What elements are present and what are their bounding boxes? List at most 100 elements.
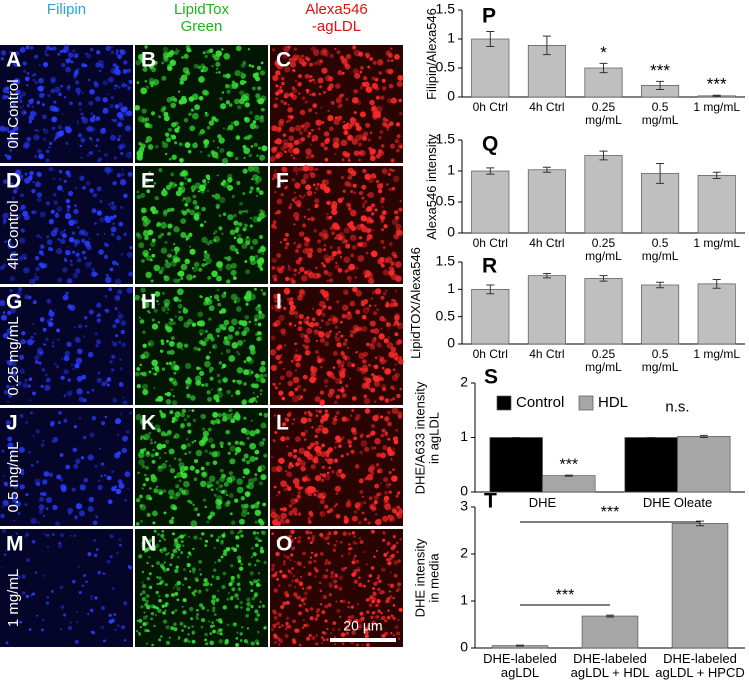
fluorescence-spot <box>32 210 37 215</box>
fluorescence-spot <box>378 355 380 357</box>
fluorescence-spot <box>395 429 398 432</box>
fluorescence-spot <box>158 576 162 580</box>
fluorescence-spot <box>219 197 225 203</box>
fluorescence-spot <box>36 172 40 176</box>
fluorescence-spot <box>273 573 277 577</box>
fluorescence-spot <box>280 605 284 609</box>
fluorescence-spot <box>207 181 209 183</box>
fluorescence-spot <box>320 338 325 343</box>
fluorescence-spot <box>276 253 281 258</box>
fluorescence-spot <box>170 342 173 345</box>
fluorescence-spot <box>346 122 349 125</box>
fluorescence-spot <box>105 295 108 298</box>
fluorescence-spot <box>284 95 288 99</box>
fluorescence-spot <box>236 631 238 633</box>
fluorescence-spot <box>349 378 351 380</box>
fluorescence-spot <box>396 229 402 235</box>
fluorescence-spot <box>221 474 226 479</box>
fluorescence-spot <box>299 131 303 135</box>
fluorescence-spot <box>143 483 146 486</box>
fluorescence-spot <box>345 384 348 387</box>
fluorescence-spot <box>388 188 392 192</box>
fluorescence-spot <box>82 251 86 255</box>
fluorescence-spot <box>375 513 377 515</box>
fluorescence-spot <box>75 187 77 189</box>
fluorescence-spot <box>392 187 395 190</box>
fluorescence-spot <box>329 278 333 282</box>
fluorescence-spot <box>173 226 179 232</box>
fluorescence-spot <box>208 437 213 442</box>
fluorescence-spot <box>370 503 376 509</box>
fluorescence-spot <box>306 328 312 334</box>
fluorescence-spot <box>388 471 391 474</box>
fluorescence-spot <box>353 572 356 575</box>
fluorescence-spot <box>120 367 123 370</box>
fluorescence-spot <box>147 513 151 517</box>
fluorescence-spot <box>320 590 323 593</box>
fluorescence-spot <box>344 567 346 569</box>
fluorescence-spot <box>347 276 352 281</box>
fluorescence-spot <box>127 487 129 489</box>
fluorescence-spot <box>314 82 316 84</box>
fluorescence-spot <box>29 171 34 176</box>
fluorescence-spot <box>336 300 339 303</box>
fluorescence-spot <box>46 534 49 537</box>
fluorescence-spot <box>319 451 321 453</box>
fluorescence-spot <box>344 227 350 233</box>
fluorescence-spot <box>281 77 285 81</box>
fluorescence-spot <box>43 62 48 67</box>
fluorescence-spot <box>371 105 376 110</box>
fluorescence-spot <box>184 344 188 348</box>
fluorescence-spot <box>162 142 168 148</box>
fluorescence-spot <box>228 592 230 594</box>
fluorescence-spot <box>86 53 88 55</box>
fluorescence-spot <box>54 87 60 93</box>
fluorescence-spot <box>74 204 77 207</box>
fluorescence-spot <box>252 239 258 245</box>
fluorescence-spot <box>149 487 151 489</box>
fluorescence-spot <box>146 594 150 598</box>
fluorescence-spot <box>161 190 168 197</box>
fluorescence-spot <box>75 239 80 244</box>
fluorescence-spot <box>201 64 205 68</box>
fluorescence-spot <box>197 348 201 352</box>
fluorescence-spot <box>142 590 146 594</box>
fluorescence-spot <box>184 54 189 59</box>
fluorescence-spot <box>31 518 37 524</box>
fluorescence-spot <box>46 46 50 50</box>
fluorescence-spot <box>355 122 358 125</box>
fluorescence-spot <box>337 70 342 75</box>
fluorescence-spot <box>375 288 381 294</box>
x-tick-label: 1 mg/mL <box>678 237 749 250</box>
fluorescence-spot <box>170 468 175 473</box>
fluorescence-spot <box>113 215 116 218</box>
fluorescence-spot <box>371 373 374 376</box>
fluorescence-spot <box>309 79 312 82</box>
fluorescence-spot <box>38 362 41 365</box>
fluorescence-spot <box>274 588 278 592</box>
fluorescence-spot <box>310 217 315 222</box>
fluorescence-spot <box>219 490 221 492</box>
fluorescence-spot <box>85 325 87 327</box>
fluorescence-spot <box>318 312 321 315</box>
fluorescence-spot <box>359 490 363 494</box>
fluorescence-spot <box>257 86 261 90</box>
fluorescence-spot <box>217 421 221 425</box>
fluorescence-spot <box>300 576 302 578</box>
fluorescence-spot <box>323 632 327 636</box>
fluorescence-spot <box>238 222 243 227</box>
fluorescence-spot <box>248 134 252 138</box>
fluorescence-spot <box>337 246 341 250</box>
fluorescence-spot <box>200 414 206 420</box>
fluorescence-spot <box>148 144 154 150</box>
fluorescence-spot <box>208 428 212 432</box>
fluorescence-spot <box>361 215 367 221</box>
fluorescence-spot <box>216 206 219 209</box>
fluorescence-spot <box>261 422 267 428</box>
fluorescence-spot <box>288 411 291 414</box>
panel-letter: P <box>482 5 496 28</box>
fluorescence-spot <box>275 386 278 389</box>
fluorescence-spot <box>181 413 185 417</box>
fluorescence-spot <box>317 77 323 83</box>
fluorescence-spot <box>252 174 259 181</box>
